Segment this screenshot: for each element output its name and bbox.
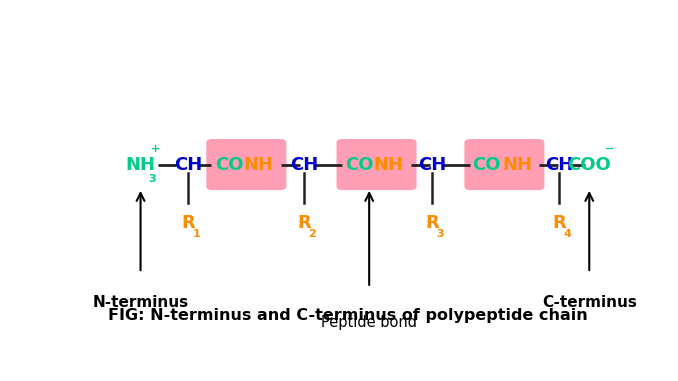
Text: 4: 4: [563, 229, 572, 239]
Text: Peptide bond: Peptide bond: [321, 315, 417, 330]
FancyBboxPatch shape: [206, 139, 286, 190]
FancyBboxPatch shape: [336, 139, 416, 190]
Text: FIG: N-terminus and C-terminus of polypeptide chain: FIG: N-terminus and C-terminus of polype…: [108, 308, 587, 323]
Text: NH: NH: [243, 155, 273, 173]
Text: CO: CO: [346, 155, 374, 173]
Text: 2: 2: [308, 229, 317, 239]
Text: COO: COO: [567, 155, 611, 173]
Text: NH: NH: [374, 155, 403, 173]
FancyBboxPatch shape: [464, 139, 544, 190]
Text: CO: CO: [216, 155, 244, 173]
Text: NH: NH: [125, 155, 155, 173]
Text: N-terminus: N-terminus: [92, 295, 188, 310]
Text: −: −: [605, 144, 614, 154]
Text: 3: 3: [437, 229, 444, 239]
Text: R: R: [297, 214, 311, 232]
Text: CO: CO: [472, 155, 500, 173]
Text: R: R: [425, 214, 439, 232]
Text: CH: CH: [545, 155, 573, 173]
Text: CH: CH: [290, 155, 318, 173]
Text: R: R: [181, 214, 195, 232]
Text: C-terminus: C-terminus: [542, 295, 637, 310]
Text: R: R: [552, 214, 566, 232]
Text: 1: 1: [193, 229, 200, 239]
Text: CH: CH: [174, 155, 202, 173]
Text: +: +: [151, 144, 160, 154]
Text: CH: CH: [418, 155, 446, 173]
Text: NH: NH: [502, 155, 532, 173]
Text: 3: 3: [148, 174, 156, 184]
